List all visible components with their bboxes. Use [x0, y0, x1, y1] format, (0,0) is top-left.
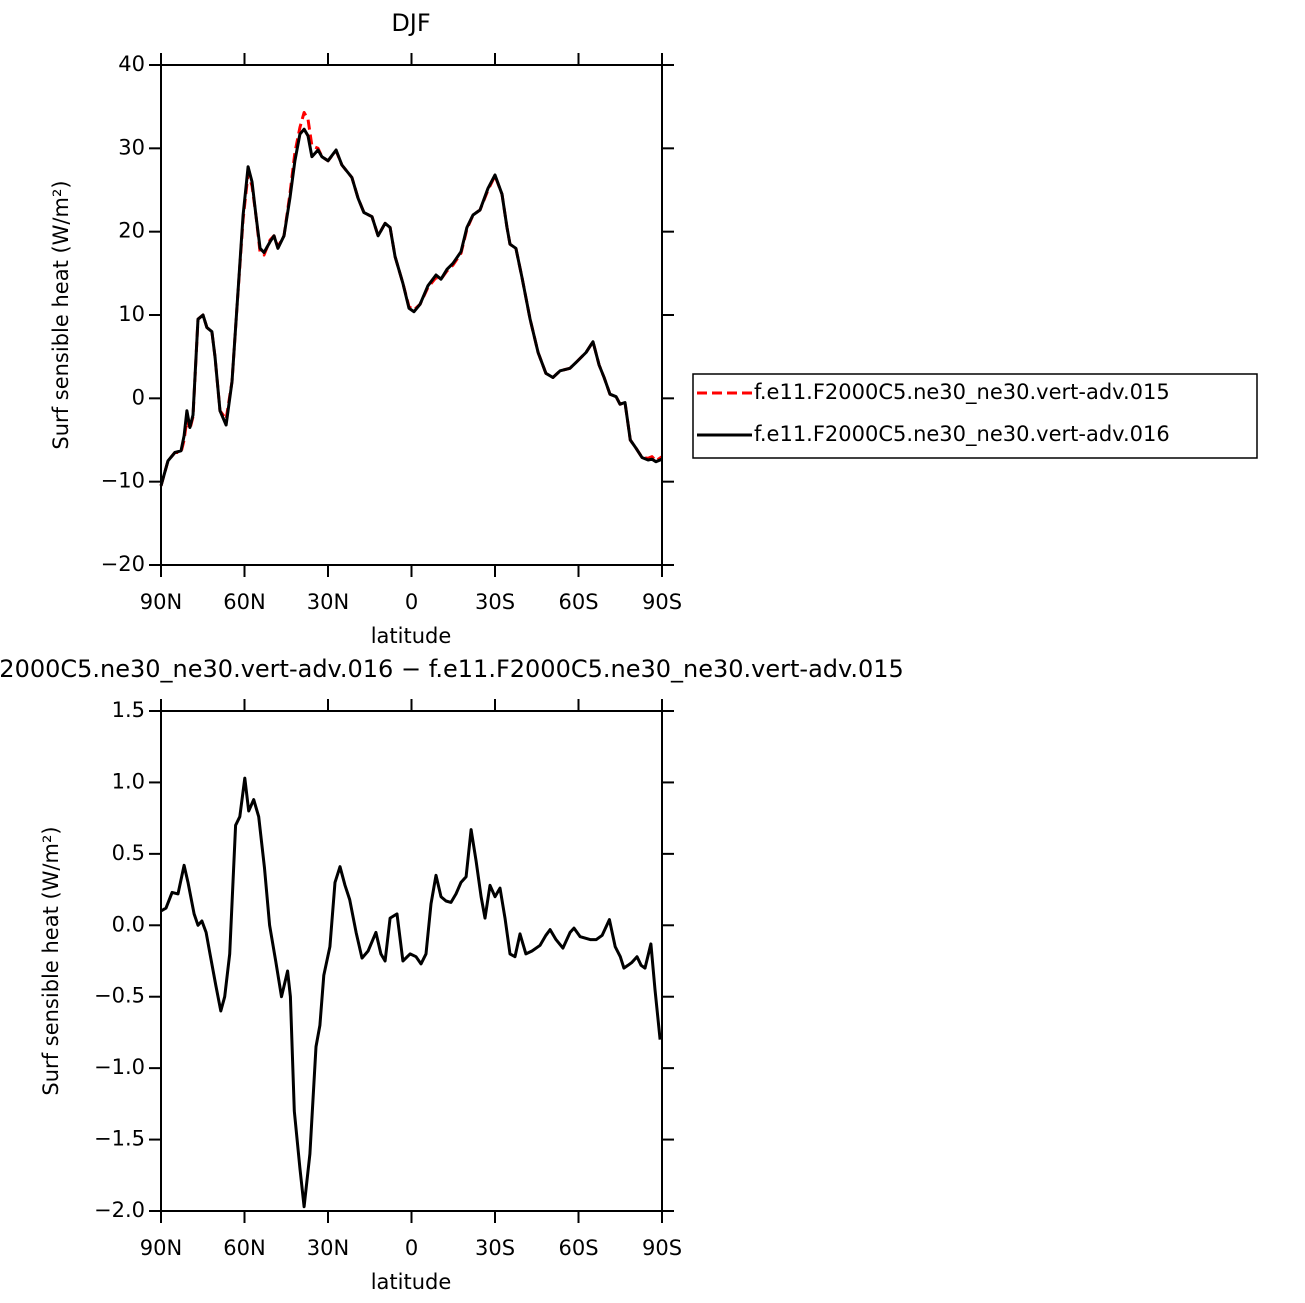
y-tick-label: −1.5 [94, 1127, 145, 1151]
y-tick-label: 40 [118, 52, 145, 76]
legend-box [692, 373, 1258, 459]
x-tick-label: 0 [405, 590, 418, 614]
plot-frame [160, 710, 663, 1212]
y-tick-label: −2.0 [94, 1198, 145, 1222]
y-axis-label: Surf sensible heat (W/m²) [39, 826, 63, 1095]
x-axis-label: latitude [371, 624, 452, 648]
plot-frame [160, 64, 663, 566]
x-tick-label: 60N [223, 590, 265, 614]
x-tick-label: 30S [475, 1236, 515, 1260]
x-tick-label: 90N [140, 590, 182, 614]
x-axis-label: latitude [371, 1270, 452, 1294]
x-tick-label: 30N [307, 590, 349, 614]
x-tick-label: 0 [405, 1236, 418, 1260]
chart-title: f.e11.F2000C5.ne30_ne30.vert-adv.016 − f… [0, 655, 904, 683]
chart-title: DJF [391, 9, 430, 37]
y-tick-label: 0 [132, 385, 145, 409]
y-tick-label: 20 [118, 219, 145, 243]
x-tick-label: 60S [558, 1236, 598, 1260]
x-tick-label: 90S [642, 1236, 682, 1260]
legend-label: f.e11.F2000C5.ne30_ne30.vert-adv.016 [754, 422, 1170, 447]
x-tick-label: 60N [223, 1236, 265, 1260]
y-tick-label: −1.0 [94, 1055, 145, 1079]
x-tick-label: 90S [642, 590, 682, 614]
y-tick-label: −0.5 [94, 984, 145, 1008]
y-tick-label: 1.0 [112, 769, 145, 793]
y-axis-label: Surf sensible heat (W/m²) [49, 180, 73, 449]
y-tick-label: 1.5 [112, 698, 145, 722]
y-tick-label: 10 [118, 302, 145, 326]
legend-label: f.e11.F2000C5.ne30_ne30.vert-adv.015 [754, 380, 1170, 405]
x-tick-label: 90N [140, 1236, 182, 1260]
data-line [159, 127, 663, 487]
x-tick-label: 30N [307, 1236, 349, 1260]
data-line [160, 776, 662, 1209]
y-tick-label: 30 [118, 135, 145, 159]
y-tick-label: −10 [101, 469, 145, 493]
y-tick-label: −20 [101, 552, 145, 576]
y-tick-label: 0.0 [112, 912, 145, 936]
x-tick-label: 60S [558, 590, 598, 614]
y-tick-label: 0.5 [112, 841, 145, 865]
x-tick-label: 30S [475, 590, 515, 614]
